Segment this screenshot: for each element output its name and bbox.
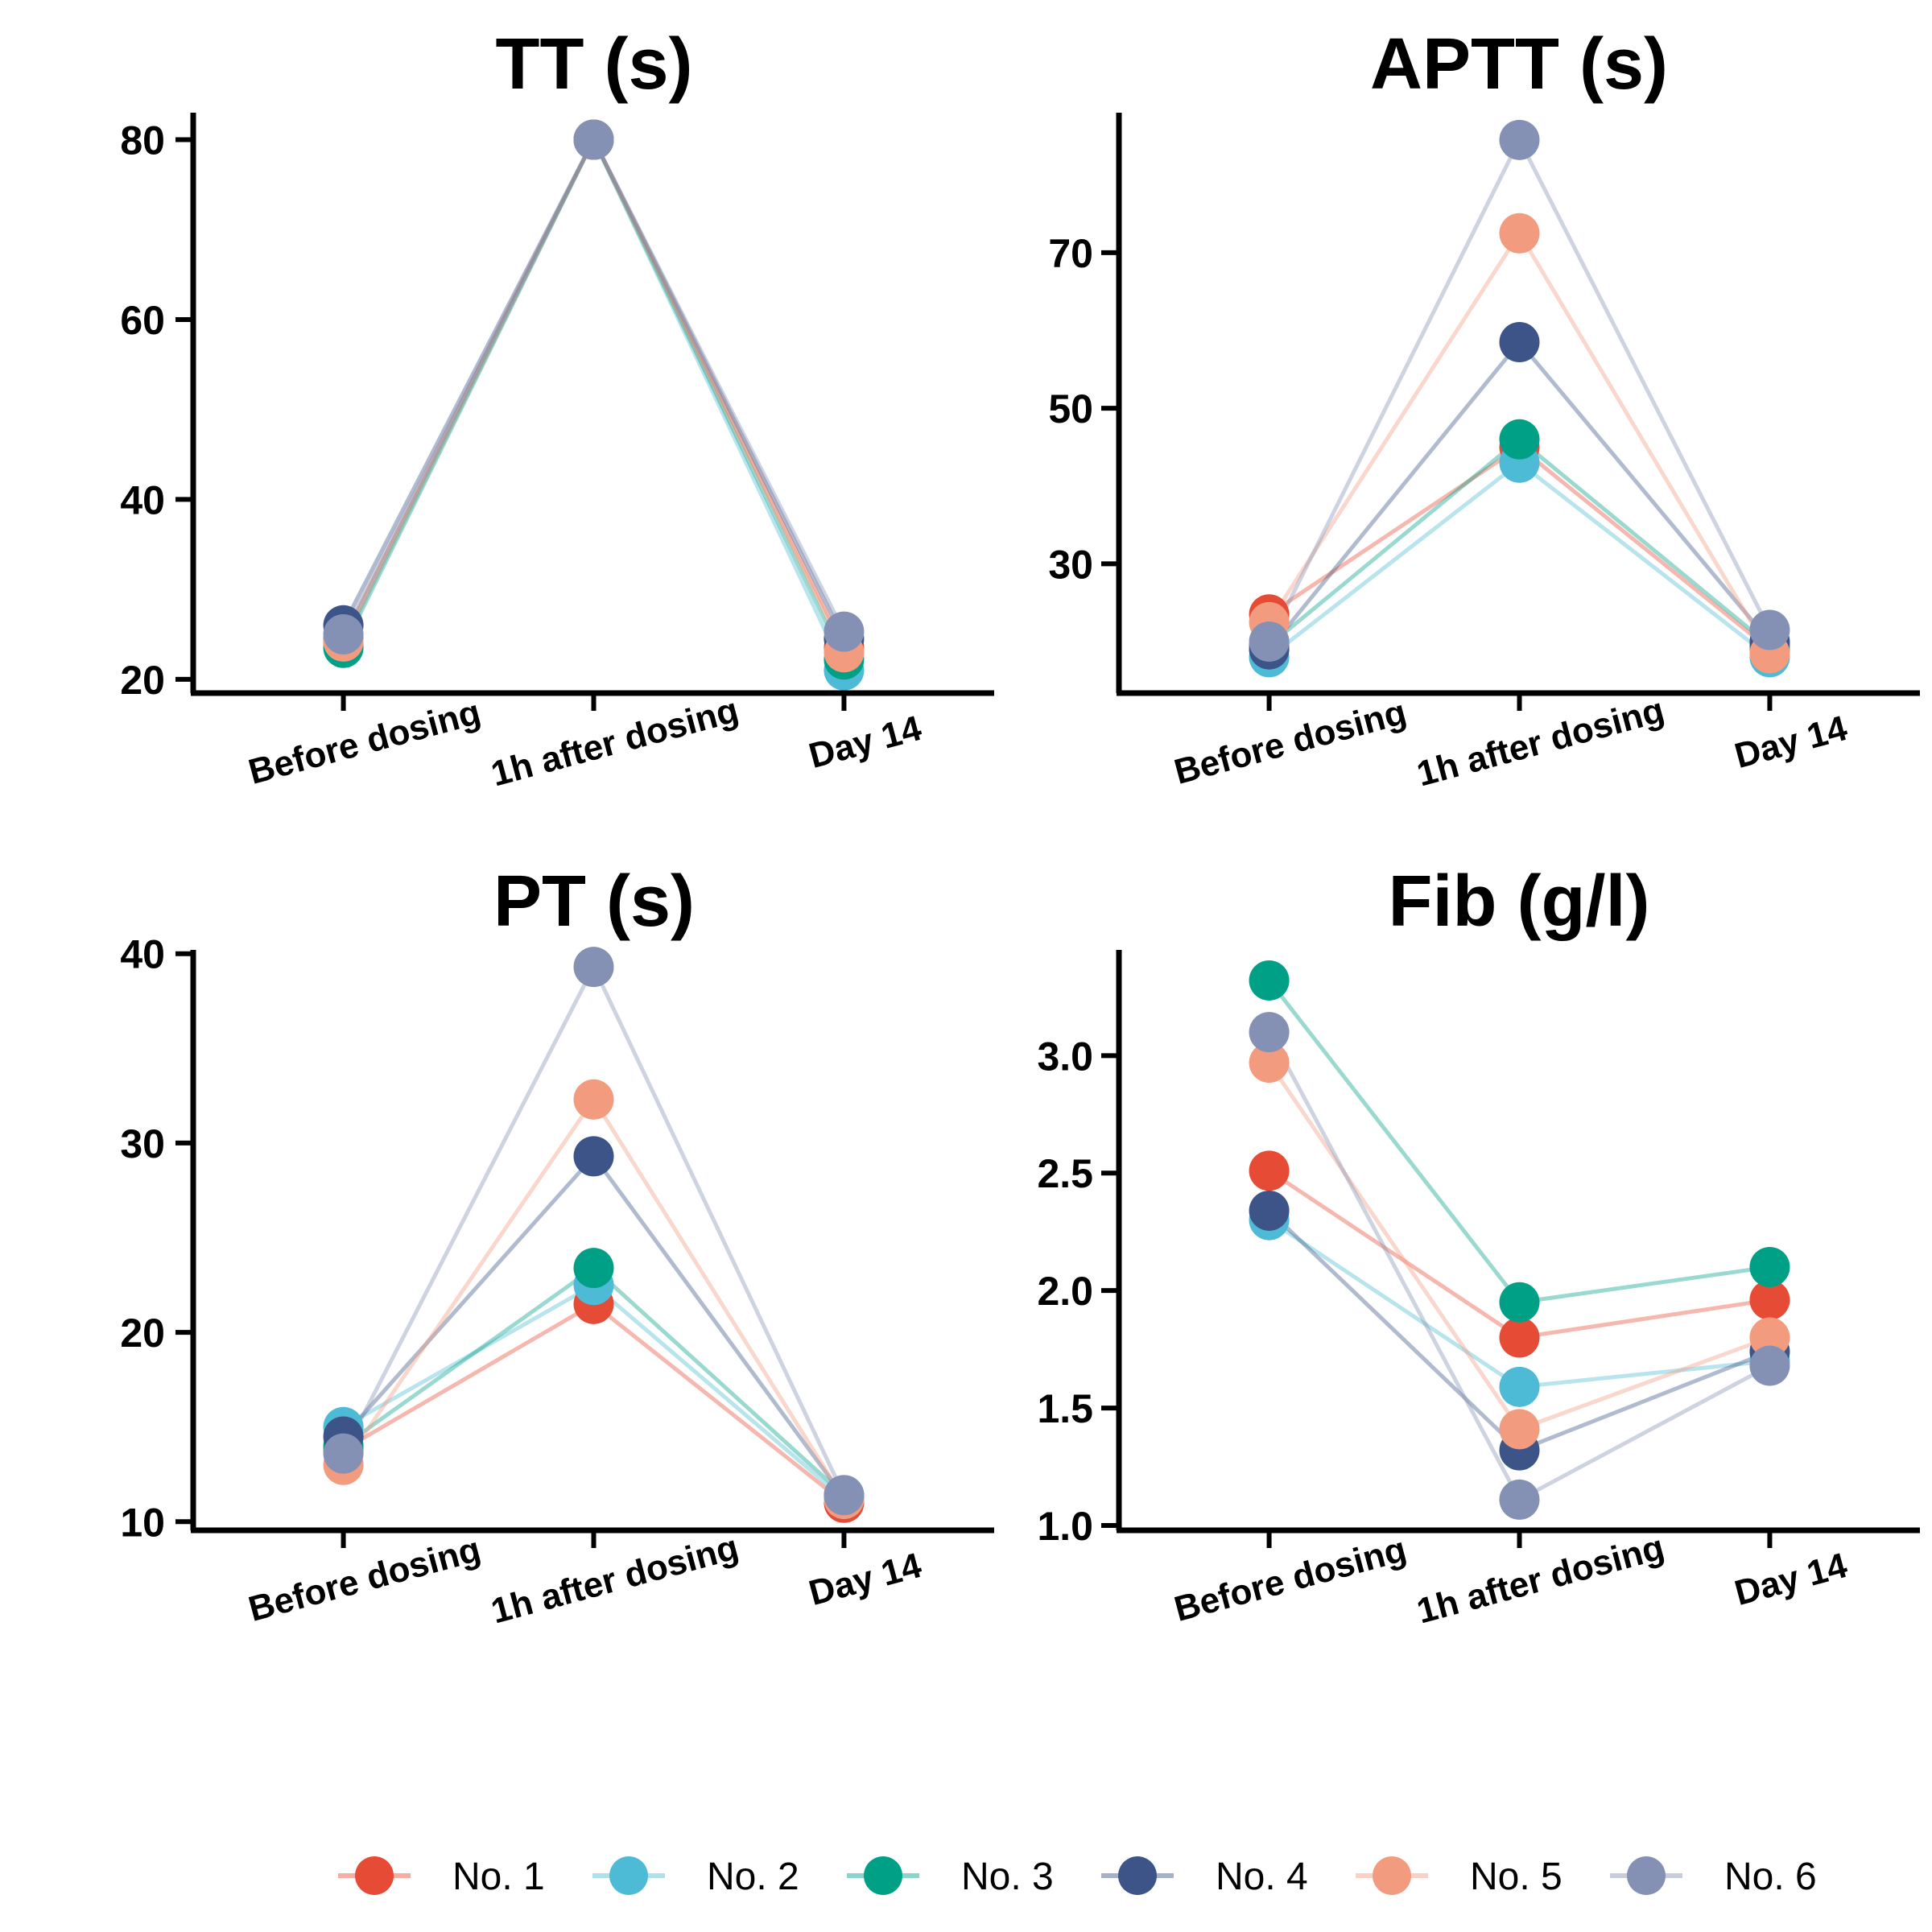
legend-marker [355, 1856, 394, 1895]
data-point-2 [1499, 1366, 1540, 1407]
pt-panel: PT (s) 10 20 30 40 Before dosing 1h after dosi… [120, 861, 994, 1631]
legend-marker [1627, 1856, 1666, 1895]
x-tick-label: Day 14 [1731, 1546, 1852, 1613]
data-point-6 [1749, 609, 1790, 650]
panel-title: APTT (s) [1370, 24, 1668, 105]
data-point-1 [1499, 1317, 1540, 1358]
data-point-6 [1499, 1479, 1540, 1520]
data-point-5 [573, 1079, 614, 1120]
data-point-6 [1749, 1345, 1790, 1386]
x-tick-label: Before dosing [1170, 1530, 1410, 1629]
x-tick-label: Before dosing [245, 1530, 485, 1629]
y-tick-label: 1.5 [1037, 1386, 1093, 1431]
y-tick-label: 2.5 [1037, 1151, 1093, 1196]
series-line-4 [341, 1154, 846, 1499]
data-point-1 [1749, 1279, 1790, 1320]
data-point-5 [1749, 1317, 1790, 1358]
series-line-3 [1267, 979, 1770, 1305]
x-tick-label: Day 14 [805, 1546, 926, 1613]
panel-title: PT (s) [493, 861, 695, 942]
y-tick-label: 20 [120, 658, 165, 703]
y-tick-label: 50 [1048, 386, 1093, 431]
data-point-3 [1749, 1246, 1790, 1287]
y-tick-label: 20 [120, 1311, 165, 1356]
y-tick-label: 3.0 [1037, 1034, 1093, 1079]
legend-label: No. 4 [1216, 1856, 1308, 1898]
legend-marker [864, 1856, 902, 1895]
data-point-6 [824, 1475, 865, 1516]
legend-label: No. 6 [1724, 1856, 1817, 1898]
aptt-panel: APTT (s) 30 50 70 Before dosing 1h after dosi… [1048, 24, 1920, 794]
series-line-2 [341, 138, 846, 671]
data-point-6 [1249, 621, 1290, 663]
y-tick-label: 1.0 [1037, 1504, 1093, 1549]
series-line-1 [341, 138, 846, 649]
y-tick-label: 10 [120, 1500, 165, 1545]
data-point-5 [1499, 213, 1540, 254]
y-tick-label: 70 [1048, 231, 1093, 276]
panel-title: Fib (g/l) [1389, 861, 1650, 942]
x-tick-label: Before dosing [1170, 692, 1410, 792]
legend-label: No. 1 [452, 1856, 545, 1898]
y-tick-label: 30 [1048, 542, 1093, 587]
legend-marker [1118, 1856, 1157, 1895]
x-tick-label: 1h after dosing [1413, 1528, 1668, 1632]
data-point-6 [824, 611, 865, 652]
data-point-4 [573, 1136, 614, 1177]
series-line-4 [1267, 340, 1772, 651]
data-point-6 [1249, 1012, 1290, 1053]
x-tick-label: Before dosing [245, 692, 485, 792]
legend-label: No. 5 [1470, 1856, 1563, 1898]
legend-label: No. 2 [707, 1856, 799, 1898]
data-point-4 [1249, 1190, 1290, 1231]
y-tick-label: 60 [120, 298, 165, 343]
y-tick-label: 40 [120, 477, 165, 522]
data-point-6 [323, 1433, 364, 1474]
data-point-3 [573, 1248, 614, 1289]
series-line-4 [341, 138, 846, 640]
fib-panel: Fib (g/l) 1.0 1.5 2.0 2.5 3.0 Before dosing 1h … [1037, 861, 1920, 1631]
series-line-3 [341, 138, 846, 661]
x-tick-label: 1h after dosing [1413, 691, 1668, 795]
series-line-6 [341, 138, 846, 636]
data-point-3 [1499, 419, 1540, 460]
legend-marker [609, 1856, 648, 1895]
data-point-1 [1249, 1150, 1290, 1191]
series-line-5 [341, 138, 846, 654]
tt-panel: TT (s) 20 40 60 80 Before dosing 1h after dosi… [120, 24, 994, 794]
legend-label: No. 3 [961, 1856, 1054, 1898]
data-point-6 [1499, 119, 1540, 160]
data-point-5 [1249, 1042, 1290, 1084]
x-tick-label: 1h after dosing [487, 1528, 742, 1632]
x-tick-label: 1h after dosing [487, 691, 742, 795]
y-tick-label: 80 [120, 118, 165, 163]
y-tick-label: 40 [120, 932, 165, 977]
series-line-6 [341, 964, 846, 1496]
x-tick-label: Day 14 [1731, 708, 1852, 776]
data-point-4 [1499, 322, 1540, 363]
data-point-6 [323, 613, 364, 654]
legend-marker [1373, 1856, 1411, 1895]
data-point-3 [1499, 1282, 1540, 1323]
data-point-3 [1249, 960, 1290, 1001]
x-tick-label: Day 14 [805, 708, 926, 776]
legend: No. 1 No. 2 No. 3 No. 4 No. 5 No. 6 [338, 1856, 1817, 1898]
data-point-6 [573, 119, 614, 160]
y-tick-label: 30 [120, 1121, 165, 1166]
data-point-6 [573, 947, 614, 988]
y-tick-label: 2.0 [1037, 1269, 1093, 1314]
data-point-5 [1499, 1409, 1540, 1450]
panel-title: TT (s) [496, 24, 693, 105]
